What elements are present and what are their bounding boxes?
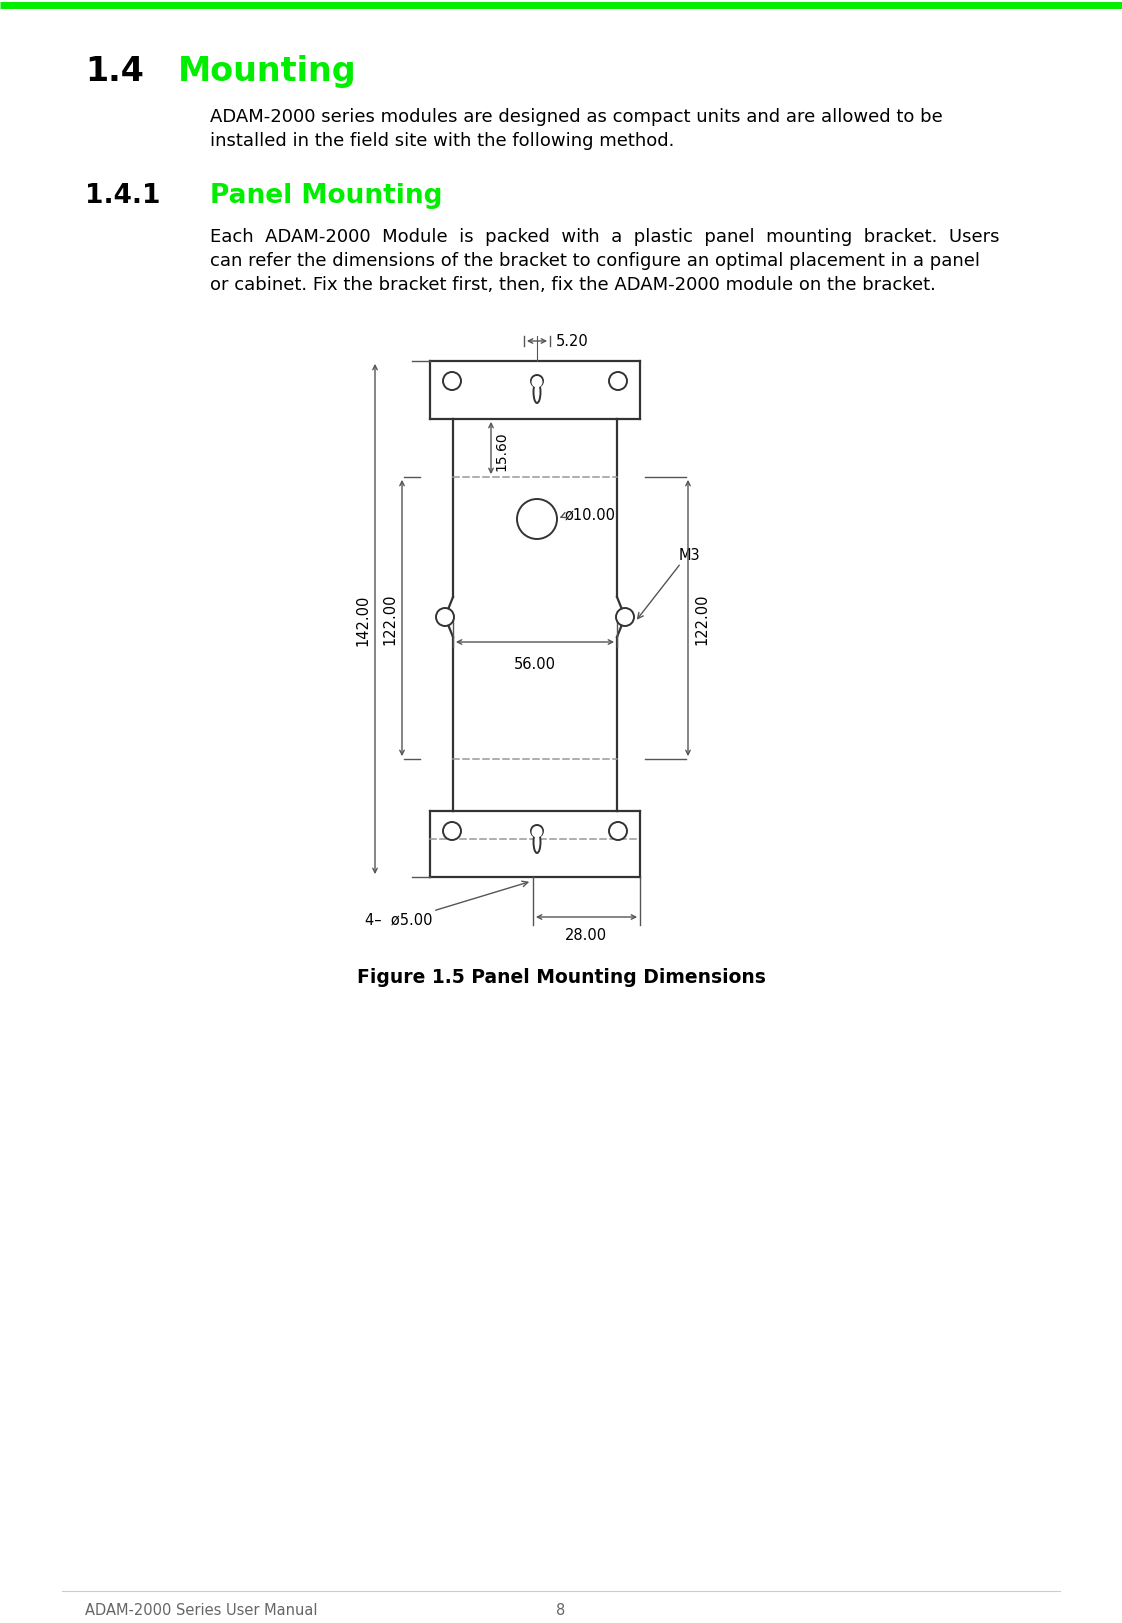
Text: ADAM-2000 series modules are designed as compact units and are allowed to be: ADAM-2000 series modules are designed as… xyxy=(210,109,942,127)
Text: 56.00: 56.00 xyxy=(514,657,557,672)
Circle shape xyxy=(532,828,543,837)
Text: can refer the dimensions of the bracket to configure an optimal placement in a p: can refer the dimensions of the bracket … xyxy=(210,252,980,269)
Text: installed in the field site with the following method.: installed in the field site with the fol… xyxy=(210,131,674,149)
Circle shape xyxy=(609,373,627,391)
Text: 5.20: 5.20 xyxy=(557,334,589,349)
Text: Panel Mounting: Panel Mounting xyxy=(210,183,442,209)
Circle shape xyxy=(616,609,634,626)
Text: M3: M3 xyxy=(679,549,700,563)
Text: 1.4.1: 1.4.1 xyxy=(85,183,160,209)
Text: or cabinet. Fix the bracket first, then, fix the ADAM-2000 module on the bracket: or cabinet. Fix the bracket first, then,… xyxy=(210,276,936,294)
Text: 122.00: 122.00 xyxy=(381,592,397,644)
Text: 28.00: 28.00 xyxy=(565,927,607,943)
Circle shape xyxy=(436,609,454,626)
Ellipse shape xyxy=(533,831,541,854)
Text: 1.4: 1.4 xyxy=(85,55,144,88)
Circle shape xyxy=(443,823,461,841)
Circle shape xyxy=(609,823,627,841)
Text: Mounting: Mounting xyxy=(178,55,357,88)
Circle shape xyxy=(532,377,543,388)
Text: Figure 1.5 Panel Mounting Dimensions: Figure 1.5 Panel Mounting Dimensions xyxy=(357,967,765,987)
Circle shape xyxy=(443,373,461,391)
Text: 122.00: 122.00 xyxy=(695,592,709,644)
Text: 142.00: 142.00 xyxy=(355,594,370,646)
Circle shape xyxy=(531,826,543,837)
Circle shape xyxy=(531,377,543,388)
Text: 8: 8 xyxy=(557,1602,565,1617)
Text: ADAM-2000 Series User Manual: ADAM-2000 Series User Manual xyxy=(85,1602,318,1617)
Text: 4–  ø5.00: 4– ø5.00 xyxy=(365,912,432,927)
Text: 15.60: 15.60 xyxy=(494,432,508,471)
Text: Each  ADAM-2000  Module  is  packed  with  a  plastic  panel  mounting  bracket.: Each ADAM-2000 Module is packed with a p… xyxy=(210,227,1000,245)
Ellipse shape xyxy=(533,381,541,404)
Text: ø10.00: ø10.00 xyxy=(565,506,616,523)
Circle shape xyxy=(517,500,557,540)
